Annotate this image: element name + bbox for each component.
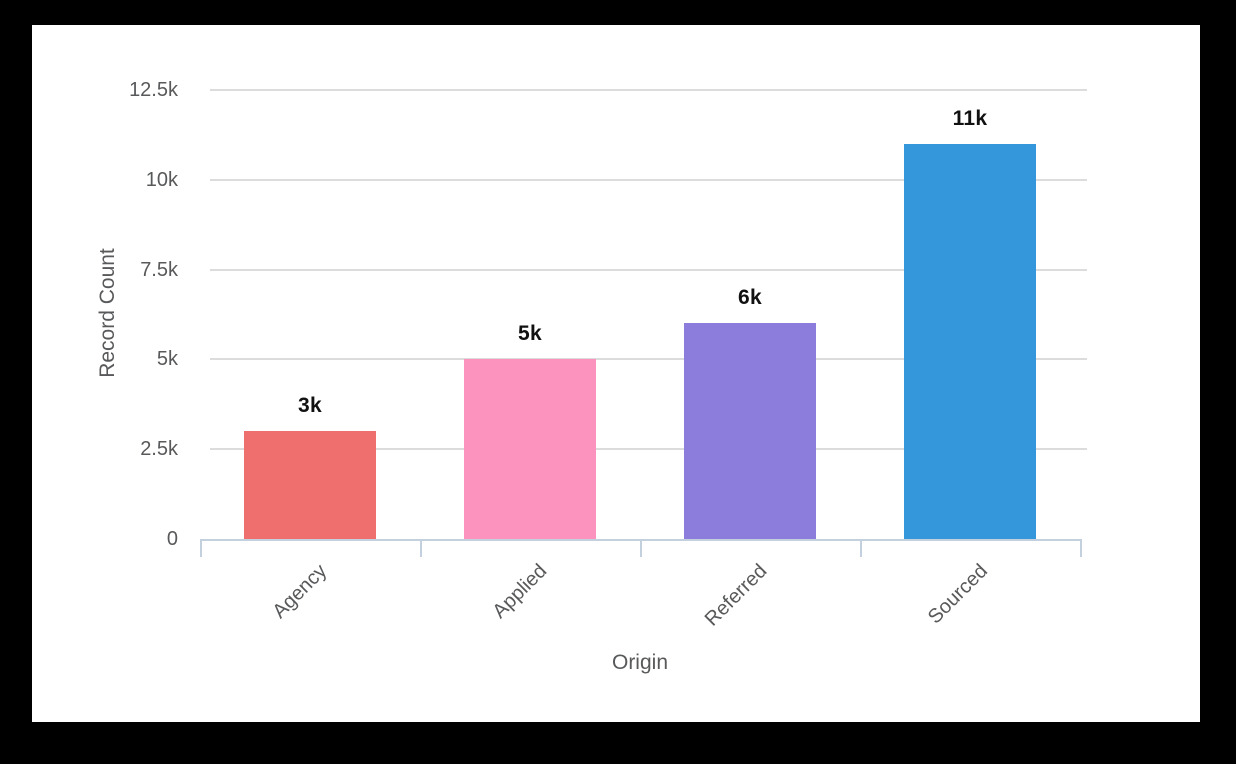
x-category-label-applied: Applied bbox=[488, 560, 552, 623]
gridline-7.5k bbox=[210, 268, 1087, 271]
y-tick-label-7.5k: 7.5k bbox=[140, 258, 178, 281]
x-category-label-agency: Agency bbox=[268, 560, 332, 623]
bar-sourced[interactable] bbox=[904, 143, 1036, 539]
y-tick-label-12.5k: 12.5k bbox=[129, 79, 178, 101]
y-tick-label-0: 0 bbox=[166, 528, 178, 550]
data-label-agency: 3k bbox=[298, 394, 322, 418]
gridline-10k bbox=[210, 178, 1087, 181]
x-axis-tick bbox=[420, 539, 422, 557]
gridline-12.5k bbox=[210, 89, 1087, 91]
x-category-label-sourced: Sourced bbox=[923, 560, 992, 629]
bar-referred[interactable] bbox=[684, 323, 816, 539]
bar-chart: 0 2.5k 5k 7.5k 10k 12.5k 3k 5k 6k 11k Agency Appl… bbox=[32, 25, 1200, 722]
y-tick-label-5k: 5k bbox=[156, 348, 178, 371]
data-label-applied: 5k bbox=[518, 322, 542, 346]
x-axis-tick bbox=[640, 539, 642, 557]
data-label-sourced: 11k bbox=[952, 106, 988, 130]
bar-applied[interactable] bbox=[464, 359, 596, 539]
y-tick-label-2.5k: 2.5k bbox=[140, 438, 178, 461]
y-axis-title: Record Count bbox=[96, 248, 119, 378]
bar-agency[interactable] bbox=[244, 431, 376, 539]
data-label-referred: 6k bbox=[738, 286, 762, 310]
x-axis-title: Origin bbox=[611, 651, 669, 674]
gridline-5k bbox=[210, 358, 1087, 361]
x-category-label-referred: Referred bbox=[700, 560, 772, 631]
chart-panel: 0 2.5k 5k 7.5k 10k 12.5k 3k 5k 6k 11k Agency Appl… bbox=[32, 25, 1200, 722]
x-axis-tick bbox=[860, 539, 862, 557]
x-axis-tick bbox=[200, 539, 202, 557]
gridline-2.5k bbox=[210, 448, 1087, 451]
y-tick-label-10k: 10k bbox=[145, 168, 178, 191]
x-axis-tick bbox=[1080, 539, 1082, 557]
